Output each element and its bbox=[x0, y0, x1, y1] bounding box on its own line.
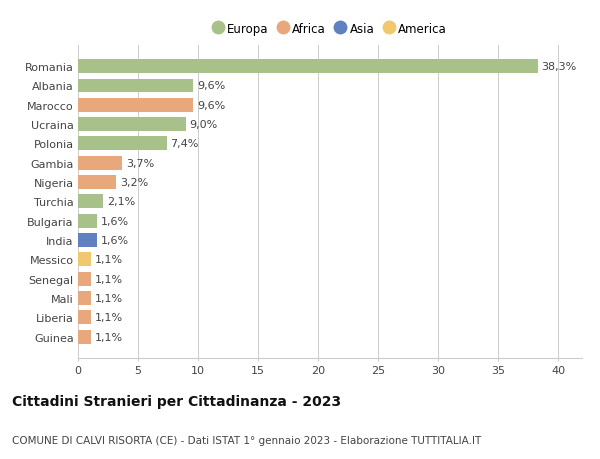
Bar bbox=[78, 60, 538, 74]
Bar bbox=[78, 79, 193, 93]
Bar bbox=[78, 330, 91, 344]
Bar bbox=[78, 195, 103, 209]
Text: 1,1%: 1,1% bbox=[95, 293, 123, 303]
Text: 1,1%: 1,1% bbox=[95, 313, 123, 323]
Text: 9,6%: 9,6% bbox=[197, 81, 225, 91]
Text: 2,1%: 2,1% bbox=[107, 197, 135, 207]
Text: 9,0%: 9,0% bbox=[190, 120, 218, 130]
Text: 1,6%: 1,6% bbox=[101, 235, 129, 246]
Bar bbox=[78, 253, 91, 267]
Text: 1,1%: 1,1% bbox=[95, 255, 123, 265]
Bar bbox=[78, 234, 97, 247]
Text: 3,7%: 3,7% bbox=[126, 158, 154, 168]
Bar bbox=[78, 157, 122, 170]
Bar bbox=[78, 99, 193, 112]
Bar bbox=[78, 118, 186, 132]
Text: 1,6%: 1,6% bbox=[101, 216, 129, 226]
Bar bbox=[78, 272, 91, 286]
Text: 7,4%: 7,4% bbox=[170, 139, 199, 149]
Bar bbox=[78, 176, 116, 190]
Text: Cittadini Stranieri per Cittadinanza - 2023: Cittadini Stranieri per Cittadinanza - 2… bbox=[12, 395, 341, 409]
Text: COMUNE DI CALVI RISORTA (CE) - Dati ISTAT 1° gennaio 2023 - Elaborazione TUTTITA: COMUNE DI CALVI RISORTA (CE) - Dati ISTA… bbox=[12, 435, 481, 445]
Text: 3,2%: 3,2% bbox=[120, 178, 148, 188]
Text: 1,1%: 1,1% bbox=[95, 332, 123, 342]
Legend: Europa, Africa, Asia, America: Europa, Africa, Asia, America bbox=[211, 21, 449, 38]
Bar bbox=[78, 137, 167, 151]
Bar bbox=[78, 291, 91, 305]
Bar bbox=[78, 214, 97, 228]
Bar bbox=[78, 311, 91, 325]
Text: 9,6%: 9,6% bbox=[197, 101, 225, 111]
Text: 1,1%: 1,1% bbox=[95, 274, 123, 284]
Text: 38,3%: 38,3% bbox=[541, 62, 577, 72]
